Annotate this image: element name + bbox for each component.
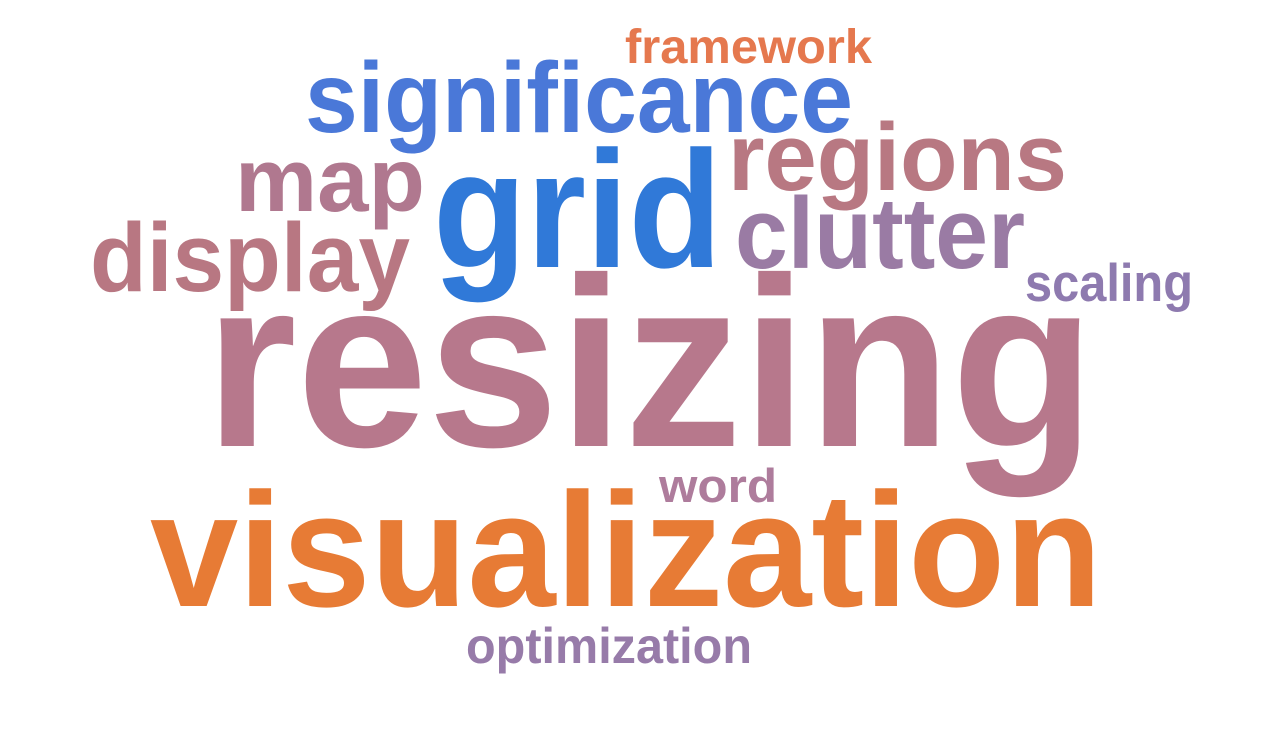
word-significance: significance xyxy=(305,41,853,154)
word-grid: grid xyxy=(433,117,722,304)
word-word: word xyxy=(659,460,777,514)
word-map: map xyxy=(235,130,425,232)
word-framework: framework xyxy=(625,20,872,74)
word-regions: regions xyxy=(728,104,1067,212)
word-resizing: resizing xyxy=(205,228,1095,499)
word-scaling: scaling xyxy=(1025,254,1193,314)
word-display: display xyxy=(90,203,410,312)
word-clutter: clutter xyxy=(735,177,1025,291)
word-optimization: optimization xyxy=(466,617,752,674)
word-visualization: visualization xyxy=(150,459,1102,641)
